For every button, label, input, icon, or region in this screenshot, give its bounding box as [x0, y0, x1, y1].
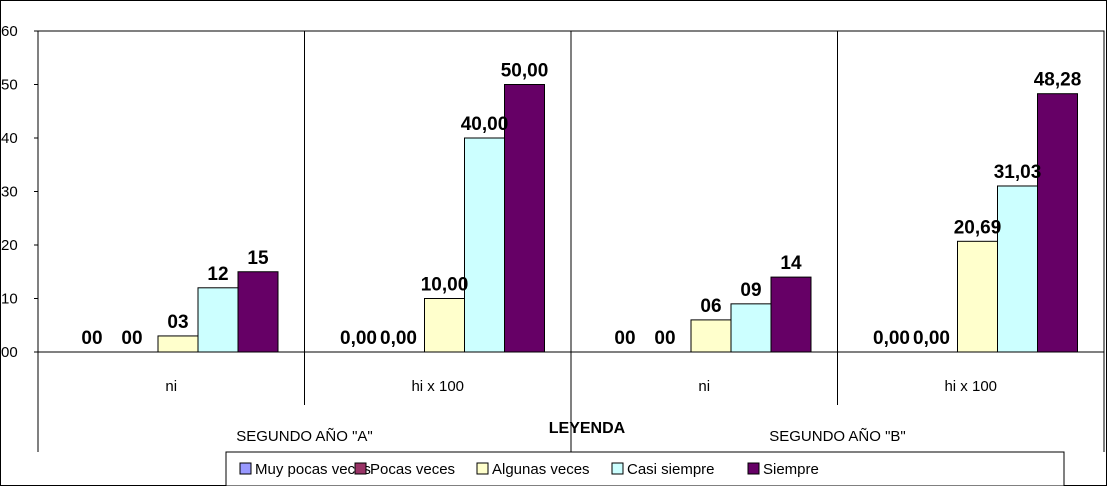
y-tick-label: 60 [1, 23, 18, 40]
data-label: 15 [247, 248, 269, 269]
legend-label: Muy pocas veces [255, 461, 371, 478]
data-label: 0,00 [380, 328, 417, 349]
group-label: SEGUNDO AÑO "B" [769, 428, 906, 445]
data-label: 14 [780, 253, 802, 274]
bar [157, 335, 199, 353]
category-label: hi x 100 [411, 378, 464, 395]
legend-label: Siempre [763, 461, 819, 478]
data-label: 40,00 [461, 114, 509, 135]
y-tick-label: 40 [1, 130, 18, 147]
bar [464, 137, 505, 353]
data-label: 00 [614, 328, 635, 349]
bar [997, 185, 1038, 353]
data-label: 09 [740, 280, 761, 301]
bar [690, 319, 732, 353]
data-label: 00 [81, 328, 102, 349]
legend-swatch [611, 462, 624, 475]
data-label: 0,00 [340, 328, 377, 349]
y-tick-label: 30 [1, 184, 18, 201]
bar [504, 84, 545, 353]
data-label: 50,00 [501, 61, 549, 82]
bar [770, 276, 812, 353]
legend-swatch [354, 462, 367, 475]
category-label: ni [165, 378, 177, 395]
y-tick-label: 00 [1, 344, 18, 361]
group-label: SEGUNDO AÑO "A" [236, 428, 373, 445]
data-label: 00 [654, 328, 675, 349]
data-label: 31,03 [994, 162, 1042, 183]
data-label: 48,28 [1034, 70, 1082, 91]
data-label: 00 [121, 328, 142, 349]
legend-swatch [747, 462, 760, 475]
data-label: 0,00 [873, 328, 910, 349]
legend-swatch [476, 462, 489, 475]
data-label: 03 [167, 312, 188, 333]
bar [957, 240, 998, 353]
category-label: hi x 100 [944, 378, 997, 395]
data-label: 20,69 [954, 217, 1002, 238]
bar [237, 271, 279, 353]
bars-layer [157, 84, 1078, 353]
legend-swatch [239, 462, 252, 475]
bar [730, 303, 772, 353]
bar [424, 298, 465, 353]
y-tick-label: 50 [1, 77, 18, 94]
category-label: ni [698, 378, 710, 395]
y-tick-label: 20 [1, 237, 18, 254]
data-label: 10,00 [421, 275, 469, 296]
y-tick-label: 10 [1, 291, 18, 308]
legend-label: Casi siempre [627, 461, 715, 478]
data-label: 06 [700, 296, 721, 317]
data-label: 0,00 [913, 328, 950, 349]
legend: LEYENDA Muy pocas veces Pocas veces Alguna… [225, 420, 1065, 486]
bar [197, 287, 239, 353]
bar [1037, 93, 1078, 353]
legend-title: LEYENDA [549, 420, 626, 437]
category-axis: ni hi x 100 ni hi x 100 SEGUNDO AÑO "A" SEGUN… [165, 378, 997, 445]
legend-label: Algunas veces [492, 461, 590, 478]
y-axis: 00 10 20 30 40 50 60 [1, 23, 38, 361]
data-label: 12 [207, 264, 228, 285]
legend-label: Pocas veces [370, 461, 455, 478]
